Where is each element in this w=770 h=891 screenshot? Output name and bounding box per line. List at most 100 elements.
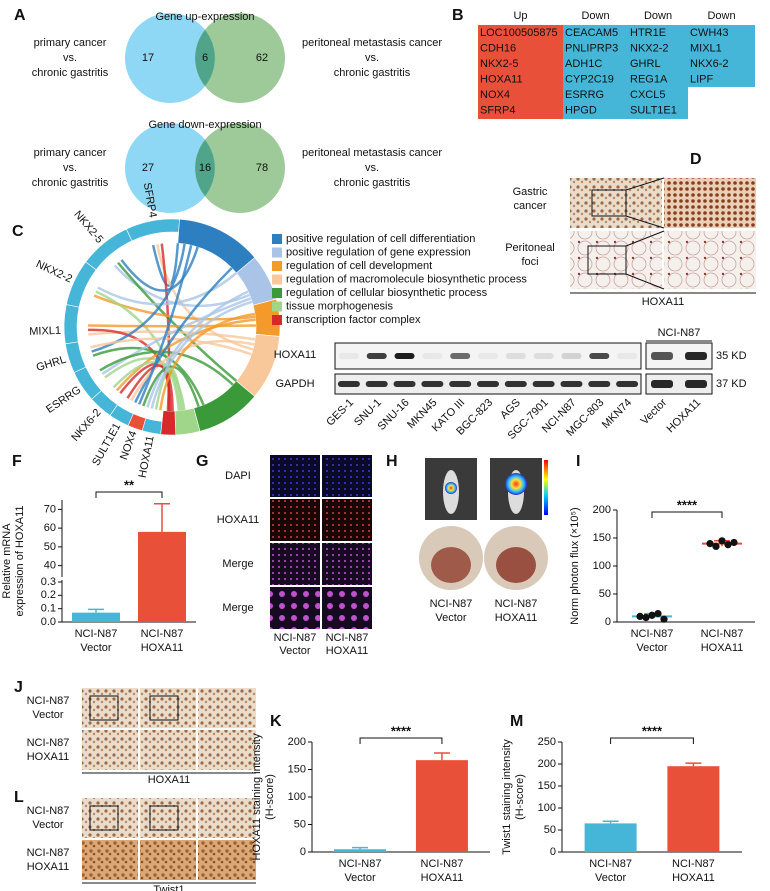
panel-label: M (510, 713, 523, 730)
table-cell: ESRRG (565, 89, 604, 101)
chord-ribbon (154, 367, 184, 411)
if-image (270, 543, 320, 585)
y-axis-label: expression of HOXA11 (14, 505, 26, 616)
venn-count: 16 (199, 162, 211, 174)
ihc-image (82, 840, 138, 880)
legend-label: positive regulation of gene expression (286, 246, 471, 258)
y-tick-label: 100 (593, 560, 611, 572)
venn-count: 17 (142, 52, 154, 64)
band (477, 381, 499, 387)
table-cell: HOXA11 (480, 73, 523, 85)
y-tick-label: 250 (538, 736, 556, 748)
venn-set-label: vs. (365, 162, 379, 174)
panel-label: A (14, 7, 26, 24)
legend-swatch (272, 261, 282, 271)
chord-ribbon (99, 350, 234, 386)
if-image (270, 587, 320, 629)
chord-ribbon (159, 312, 256, 411)
column-label: Vector (279, 645, 311, 657)
chord-ribbon (97, 272, 238, 306)
group-label: NCI-N87 (658, 327, 701, 339)
chord-ribbon (115, 318, 256, 392)
lane-label: AGS (498, 397, 523, 422)
row-label: Peritoneal (505, 242, 555, 254)
column-label: HOXA11 (495, 612, 538, 624)
band (616, 381, 639, 387)
ihc-image (140, 798, 196, 838)
size-label: 37 KD (716, 378, 747, 390)
ihc-image (198, 840, 256, 880)
column-label: NCI-N87 (274, 632, 317, 644)
chord-ribbon (112, 360, 180, 411)
row-label: HOXA11 (27, 751, 70, 763)
if-image (322, 455, 372, 497)
caption: Twist1 (153, 884, 184, 891)
if-image (322, 499, 372, 541)
x-tick-label: Vector (344, 872, 376, 884)
x-tick-label: HOXA11 (141, 642, 184, 654)
chord-ribbon (120, 246, 199, 292)
band (450, 353, 471, 359)
y-tick-label: 50 (544, 824, 556, 836)
venn-set-label: peritoneal metastasis cancer (302, 37, 442, 49)
venn-title: Gene down-expression (148, 119, 261, 131)
y-tick-label: 50 (294, 818, 306, 830)
y-tick-label: 0.1 (41, 603, 56, 615)
venn-count: 78 (256, 162, 268, 174)
zoom-line (625, 273, 665, 290)
caption: HOXA11 (148, 774, 191, 786)
x-tick-label: Vector (80, 642, 112, 654)
band (338, 353, 359, 359)
zoom-line (625, 215, 665, 229)
gene-arc (66, 261, 97, 308)
zoom-box (587, 245, 627, 275)
venn-set-label: vs. (365, 52, 379, 64)
venn-set-label: primary cancer (34, 147, 107, 159)
y-tick-label: 50 (599, 588, 611, 600)
x-tick-label: HOXA11 (701, 642, 744, 654)
band (365, 381, 388, 387)
y-tick-label: 60 (44, 522, 56, 534)
chord-ribbon (138, 244, 193, 405)
lane-label: Vector (639, 396, 670, 427)
venn-count: 6 (202, 52, 208, 64)
chord-ribbon (101, 297, 252, 376)
band (421, 381, 444, 387)
zoom-box (149, 695, 179, 721)
color-scale (544, 460, 548, 515)
gene-label: NKX2-2 (34, 258, 74, 285)
y-tick-label: 200 (288, 736, 306, 748)
venn-set-label: peritoneal metastasis cancer (302, 147, 442, 159)
column-label: NCI-N87 (430, 598, 473, 610)
ihc-image (82, 730, 138, 770)
gene-inner (98, 243, 137, 277)
x-tick-label: HOXA11 (421, 872, 464, 884)
ihc-image (664, 231, 756, 289)
lane-label: GES-1 (324, 397, 356, 429)
band (651, 380, 673, 388)
point (642, 613, 650, 622)
panel-label: L (14, 789, 24, 806)
ihc-image (140, 840, 196, 880)
gene-label: SULT1E1 (90, 421, 123, 468)
table-cell: REG1A (630, 73, 668, 85)
error-bar (685, 762, 702, 767)
y-tick-label: 0.0 (41, 616, 56, 628)
bar (72, 612, 120, 622)
band (366, 353, 387, 359)
ihc-image (570, 178, 662, 228)
gene-arc (91, 390, 118, 416)
band (588, 381, 611, 387)
zoom-box (89, 695, 119, 721)
if-image (270, 499, 320, 541)
row-label: Merge (222, 602, 253, 614)
row-label: Merge (222, 558, 253, 570)
bar (334, 849, 387, 852)
gene-inner (81, 271, 106, 310)
band (651, 352, 673, 360)
gene-inner (146, 407, 164, 419)
error-bar (154, 503, 170, 532)
y-tick-label: 200 (593, 504, 611, 516)
error-bar (88, 608, 104, 613)
